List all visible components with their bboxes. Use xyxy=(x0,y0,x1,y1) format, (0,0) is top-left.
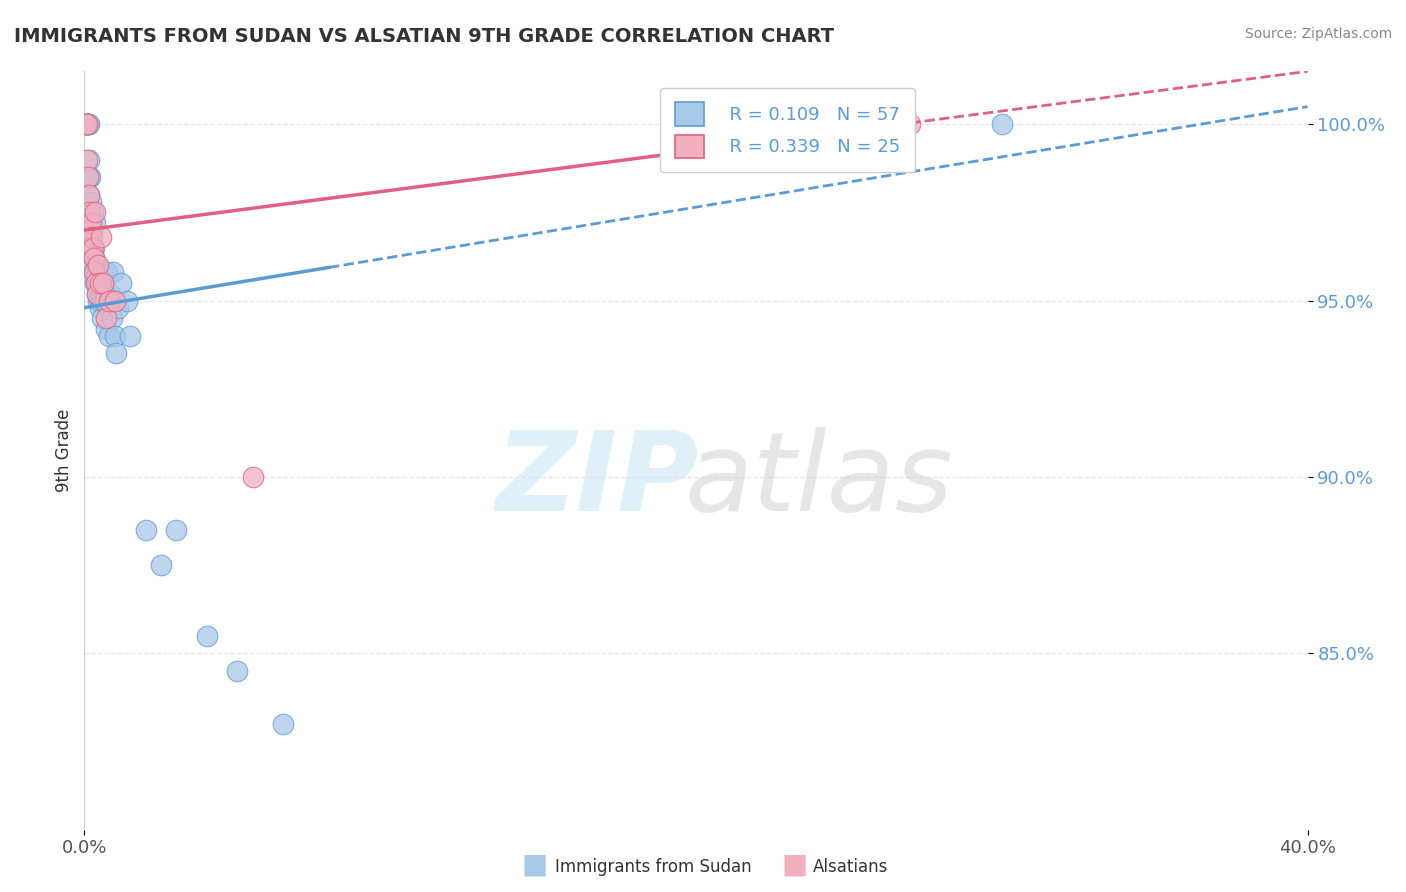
Point xyxy=(86,286,108,301)
Legend:   R = 0.109   N = 57,   R = 0.339   N = 25: R = 0.109 N = 57, R = 0.339 N = 25 xyxy=(661,88,915,172)
Point xyxy=(898,117,921,131)
Point xyxy=(89,301,111,315)
Point xyxy=(104,293,127,308)
Point xyxy=(77,117,100,131)
Point xyxy=(77,187,100,202)
Point xyxy=(97,293,120,308)
Point xyxy=(94,311,117,326)
Point xyxy=(135,523,157,537)
Point xyxy=(89,293,111,308)
Point xyxy=(77,205,100,219)
Point xyxy=(79,241,101,255)
Text: IMMIGRANTS FROM SUDAN VS ALSATIAN 9TH GRADE CORRELATION CHART: IMMIGRANTS FROM SUDAN VS ALSATIAN 9TH GR… xyxy=(14,27,834,45)
Text: ZIP: ZIP xyxy=(496,427,700,534)
Point xyxy=(149,558,172,572)
Point xyxy=(101,311,124,326)
Point xyxy=(94,322,117,336)
Point xyxy=(82,205,104,219)
Point xyxy=(98,286,121,301)
Point xyxy=(77,170,100,185)
Point xyxy=(83,241,105,255)
Point xyxy=(83,265,105,279)
Point xyxy=(91,293,114,308)
Point xyxy=(76,117,98,131)
Point xyxy=(86,258,108,272)
Point xyxy=(110,276,132,290)
Point xyxy=(82,258,104,272)
Point xyxy=(89,276,111,290)
Point xyxy=(105,346,128,360)
Point xyxy=(80,230,103,244)
Point xyxy=(90,230,112,244)
Point xyxy=(84,265,107,279)
Y-axis label: 9th Grade: 9th Grade xyxy=(55,409,73,492)
Point xyxy=(79,223,101,237)
Point xyxy=(226,664,249,678)
Point xyxy=(75,117,97,131)
Point xyxy=(96,265,118,279)
Point xyxy=(84,276,107,290)
Point xyxy=(83,252,105,266)
Point xyxy=(271,716,294,731)
Point xyxy=(90,286,112,301)
Point xyxy=(195,629,218,643)
Point xyxy=(77,170,100,185)
Point xyxy=(77,187,100,202)
Point xyxy=(82,241,104,255)
Text: Alsatians: Alsatians xyxy=(813,858,889,876)
Point xyxy=(86,276,108,290)
Point xyxy=(79,241,101,255)
Point xyxy=(86,286,108,301)
Point xyxy=(94,293,117,308)
Text: atlas: atlas xyxy=(683,427,953,534)
Point xyxy=(76,117,98,131)
Point xyxy=(80,194,103,209)
Point xyxy=(79,170,101,185)
Point xyxy=(115,293,138,308)
Point xyxy=(91,311,114,326)
Point xyxy=(103,265,125,279)
Point xyxy=(83,252,105,266)
Point xyxy=(75,117,97,131)
Point xyxy=(91,276,114,290)
Point xyxy=(77,117,100,131)
Point xyxy=(84,205,107,219)
Point xyxy=(242,470,264,484)
Point xyxy=(107,301,129,315)
Point xyxy=(97,329,120,343)
Point xyxy=(165,523,187,537)
Text: Immigrants from Sudan: Immigrants from Sudan xyxy=(555,858,752,876)
Point xyxy=(87,276,110,290)
Point xyxy=(83,265,105,279)
Point xyxy=(104,329,127,343)
Point xyxy=(84,276,107,290)
Point xyxy=(76,117,98,131)
Text: ■: ■ xyxy=(782,851,807,879)
Point xyxy=(80,223,103,237)
Point xyxy=(80,241,103,255)
Point xyxy=(77,117,100,131)
Point xyxy=(87,293,110,308)
Point xyxy=(76,117,98,131)
Point xyxy=(93,276,115,290)
Point xyxy=(79,223,101,237)
Point xyxy=(80,230,103,244)
Point xyxy=(120,329,142,343)
Point xyxy=(79,216,101,230)
Point xyxy=(87,258,110,272)
Point xyxy=(77,153,100,167)
Text: ■: ■ xyxy=(522,851,547,879)
Point xyxy=(84,216,107,230)
Point xyxy=(80,216,103,230)
Text: Source: ZipAtlas.com: Source: ZipAtlas.com xyxy=(1244,27,1392,41)
Point xyxy=(991,117,1014,131)
Point xyxy=(76,153,98,167)
